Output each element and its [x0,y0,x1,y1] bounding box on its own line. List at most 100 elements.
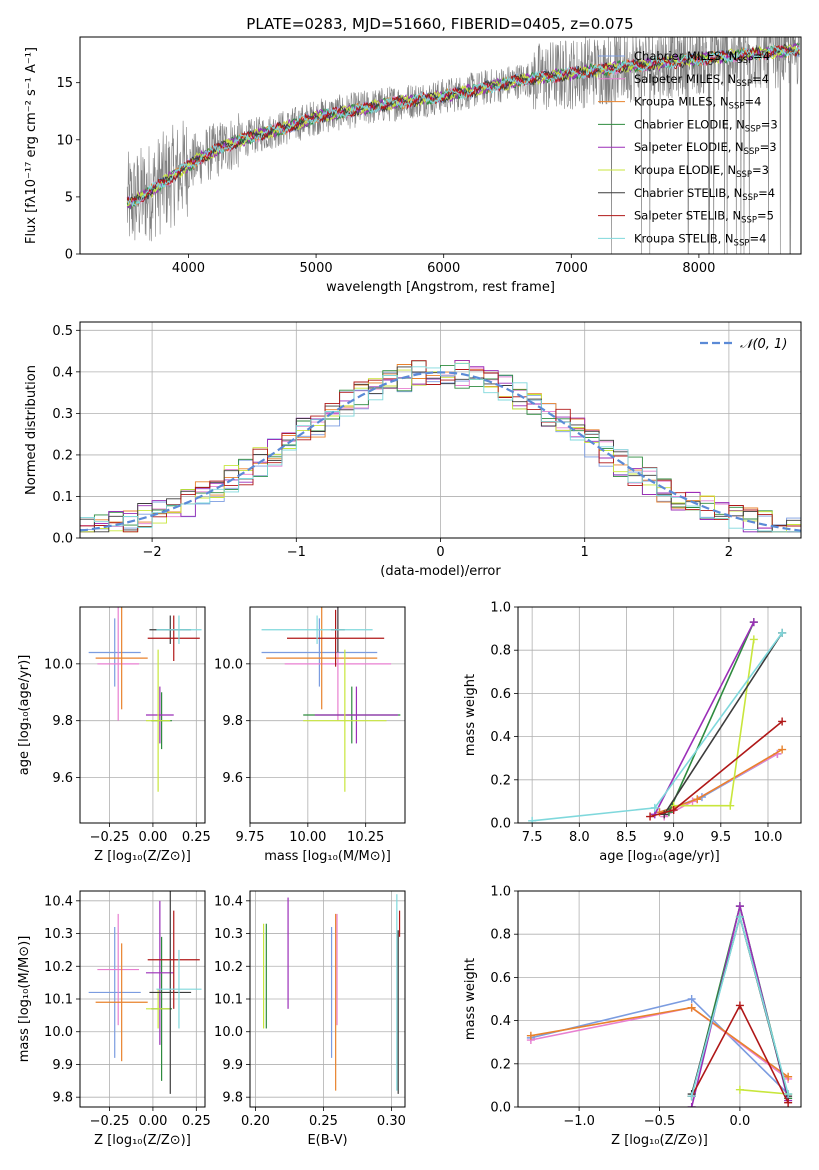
age_vs_mass-xtick-label: 10.00 [289,830,326,845]
residuals-ytick-label: 0.1 [52,490,73,505]
mass_vs_ebv-ytick-label: 9.8 [222,1091,243,1106]
mass_vs_ebv-ytick-label: 10.0 [214,1025,243,1040]
age_vs_mass-xtick-label: 9.75 [236,830,265,845]
weight_vs_Z-frame [517,890,802,1108]
weight_vs_Z-marker-kroupa_miles [526,1031,535,1040]
mass_vs_ebv-ytick-label: 9.9 [222,1058,243,1073]
spectrum-xtick-label: 5000 [300,261,333,276]
legend-label-salpeter_stelib: Salpeter STELIB, NSSP=5 [634,209,774,226]
age_vs_Z-xtick-label: 0.25 [182,830,211,845]
residuals-ytick-label: 0.2 [52,448,73,463]
mass_vs_Z-axes: −0.25 0.00 0.25 9.8 9.9 10.0 10.1 10.2 10.3 10.4 Z… [17,891,211,1148]
weight_vs_age-marker-chabrier_stelib [660,810,669,819]
residuals-ytick-label: 0.3 [52,407,73,422]
spectrum-xtick-label: 4000 [172,261,205,276]
mass_vs_Z-xtick-label: 0.00 [138,1114,167,1129]
age_vs_Z-plot [88,607,202,792]
weight_vs_age-xtick-label: 8.5 [616,830,637,845]
weight_vs_Z-xtick-label: 0.0 [730,1114,751,1129]
mass_vs_ebv-xtick-label: 0.30 [377,1114,406,1129]
spectrum-ylabel: Flux [fλ10⁻¹⁷ erg cm⁻² s⁻¹ A⁻¹] [24,47,39,244]
weight_vs_age-marker-kroupa_miles [778,745,787,754]
mass_vs_ebv-ytick-label: 10.2 [214,960,243,975]
weight_vs_age-marker-salpeter_stelib [646,812,655,821]
mass_vs_Z-plot [88,891,202,1094]
weight_vs_age-marker-kroupa_stelib [650,803,659,812]
weight_vs_Z-ytick-label: 0.0 [490,1101,511,1116]
age_vs_Z-ytick-label: 9.6 [52,771,73,786]
mass_vs_Z-ytick-label: 10.3 [44,927,73,942]
residuals-xtick-label: −1 [287,545,306,560]
spectrum-axes: 4000 5000 6000 7000 8000 0 5 10 15 wavelength [An… [24,47,715,295]
legend-label-salpeter_elodie: Salpeter ELODIE, NSSP=3 [634,140,777,157]
mass_vs_Z-ytick-label: 10.4 [44,894,73,909]
age_vs_mass-ytick-label: 10.0 [214,657,243,672]
legend-label-salpeter_miles: Salpeter MILES, NSSP=4 [634,72,769,89]
age_vs_Z-frame [79,606,206,824]
weight_vs_age-frame [517,606,802,824]
legend-label-chabrier_elodie: Chabrier ELODIE, NSSP=3 [634,117,778,134]
mass_vs_Z-ytick-label: 10.2 [44,960,73,975]
weight_vs_age-marker-kroupa_miles [655,808,664,817]
weight_vs_Z-marker-salpeter_elodie [687,1103,696,1107]
age_vs_Z-ytick-label: 10.0 [44,657,73,672]
weight_vs_age-ytick-label: 0.4 [490,730,511,745]
weight_vs_Z-marker-kroupa_stelib [735,912,744,921]
spectrum-xtick-label: 7000 [555,261,588,276]
histogram-kroupa_miles [80,360,801,533]
age_vs_Z-xlabel: Z [log₁₀(Z/Z⊙)] [94,849,191,864]
spectrum-frame [79,36,802,255]
weight_vs_age-marker-kroupa_miles [693,795,702,804]
weight_vs_age-marker-salpeter_stelib [669,806,678,815]
weight_vs_age-marker-kroupa_stelib [778,628,787,637]
weight_vs_Z-marker-kroupa_miles [687,1003,696,1012]
residuals-axes: −2 −1 0 1 2 0.0 0.1 0.2 0.3 0.4 0.5 (data-model)/er… [24,322,801,579]
spectrum-ytick-label: 10 [56,133,73,148]
weight_vs_age-line-salpeter_elodie [654,621,755,815]
weight_vs_Z-marker-kroupa_stelib [784,1090,793,1099]
age_vs_mass-frame [249,606,406,824]
mass_vs_Z-ytick-label: 10.0 [44,1025,73,1040]
mass_vs_Z-ylabel: mass [log₁₀(M/M⊙)] [17,936,32,1063]
mass_vs_ebv-ytick-label: 10.4 [214,894,243,909]
weight_vs_age-ytick-label: 0.0 [490,817,511,832]
residuals-ytick-label: 0.4 [52,365,73,380]
residuals-xtick-label: 0 [436,545,444,560]
weight_vs_age-marker-salpeter_elodie [749,618,758,627]
histogram-kroupa_stelib [80,363,801,533]
weight_vs_age-xtick-label: 7.5 [522,830,543,845]
weight_vs_Z-xtick-label: −1.0 [563,1114,595,1129]
weight_vs_Z-marker-kroupa_stelib [687,1092,696,1101]
mass_vs_Z-xtick-label: −0.25 [90,1114,130,1129]
mass_vs_Z-xlabel: Z [log₁₀(Z/Z⊙)] [94,1133,191,1148]
spectrum-ytick-label: 5 [65,190,73,205]
weight_vs_Z-marker-salpeter_stelib [735,1001,744,1010]
weight_vs_Z-marker-chabrier_miles [687,995,696,1003]
residuals-legend: 𝒩(0, 1) [700,337,787,352]
residuals-plot [80,359,801,533]
residuals-ytick-label: 0.0 [52,532,73,547]
legend-label-chabrier_stelib: Chabrier STELIB, NSSP=4 [634,186,775,203]
weight_vs_Z-ytick-label: 0.6 [490,971,511,986]
residuals-xtick-label: −2 [143,545,162,560]
age_vs_mass-xtick-label: 10.25 [347,830,384,845]
weight_vs_Z-ylabel: mass weight [463,958,478,1040]
weight_vs_age-ylabel: mass weight [463,674,478,756]
weight_vs_Z-plot [526,902,793,1107]
spectrum-xlabel: wavelength [Angstrom, rest frame] [326,280,555,295]
age_vs_Z-xtick-label: −0.25 [90,830,130,845]
weight_vs_Z-ytick-label: 0.2 [490,1057,511,1072]
weight_vs_age-marker-kroupa_elodie [749,635,758,644]
weight_vs_age-ytick-label: 0.8 [490,644,511,659]
mass_vs_ebv-ytick-label: 10.1 [214,993,243,1008]
weight_vs_age-ytick-label: 0.2 [490,773,511,788]
spectrum-ytick-label: 15 [56,76,73,91]
spectrum-model-kroupa_stelib [126,43,800,207]
residuals-frame [79,321,802,539]
weight_vs_age-xtick-label: 10.0 [754,830,783,845]
legend-label-kroupa_miles: Kroupa MILES, NSSP=4 [634,95,761,112]
age_vs_mass-ytick-label: 9.8 [222,714,243,729]
normal-curve [80,371,801,532]
weight_vs_Z-marker-salpeter_stelib [784,1098,793,1107]
age_vs_mass-axes: 9.75 10.00 10.25 9.6 9.8 10.0 mass [log₁₀(M/M⊙… [214,607,405,864]
